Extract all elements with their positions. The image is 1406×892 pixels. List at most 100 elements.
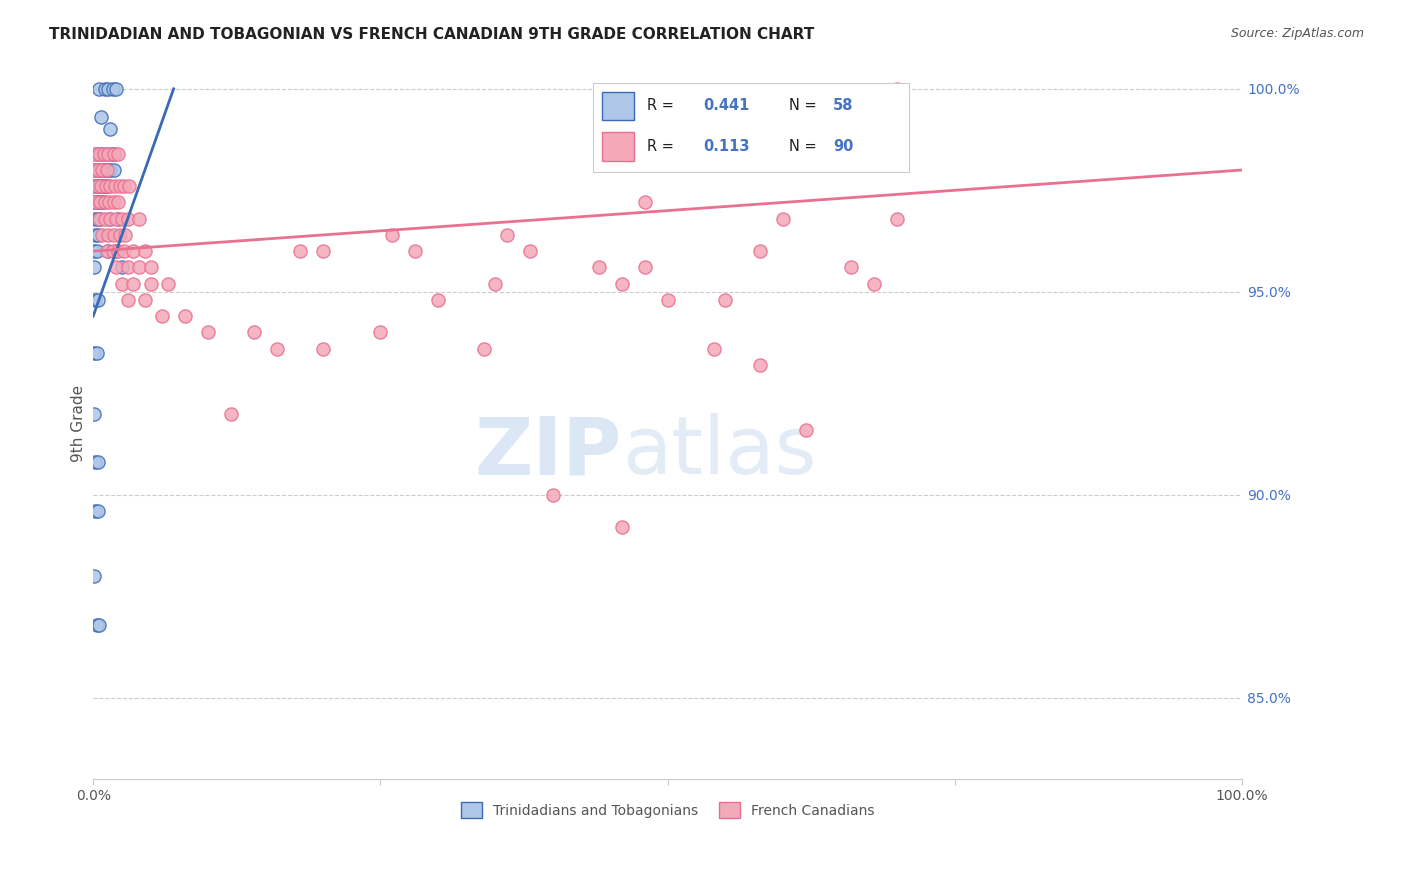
Point bbox=[886, 211, 908, 226]
Point bbox=[381, 227, 404, 242]
Point bbox=[89, 163, 111, 178]
Point bbox=[83, 244, 105, 259]
Point bbox=[122, 277, 145, 291]
Point bbox=[101, 244, 124, 259]
Point bbox=[96, 146, 118, 161]
Point bbox=[103, 146, 125, 161]
Point bbox=[83, 260, 105, 275]
Point bbox=[128, 260, 150, 275]
Point bbox=[90, 179, 112, 194]
Point bbox=[93, 163, 115, 178]
Point bbox=[101, 82, 124, 96]
Point bbox=[87, 504, 110, 518]
Point bbox=[772, 211, 794, 226]
Point bbox=[87, 195, 110, 210]
Point bbox=[312, 342, 335, 356]
Point bbox=[243, 326, 266, 340]
Text: atlas: atlas bbox=[621, 413, 815, 491]
Point bbox=[111, 260, 134, 275]
Point bbox=[519, 244, 541, 259]
Point bbox=[96, 163, 118, 178]
Point bbox=[103, 195, 125, 210]
Point bbox=[87, 163, 110, 178]
Point bbox=[118, 179, 141, 194]
Point bbox=[103, 146, 125, 161]
Point bbox=[94, 179, 117, 194]
Point bbox=[100, 146, 122, 161]
Point bbox=[87, 227, 110, 242]
Point bbox=[107, 211, 129, 226]
Point bbox=[112, 179, 135, 194]
Point bbox=[108, 227, 131, 242]
Point bbox=[748, 244, 770, 259]
Point bbox=[219, 407, 242, 421]
Point bbox=[90, 110, 112, 124]
Point bbox=[117, 260, 139, 275]
Point bbox=[96, 244, 118, 259]
Point bbox=[370, 326, 392, 340]
Point bbox=[86, 345, 108, 359]
Point bbox=[111, 277, 134, 291]
Point bbox=[83, 345, 105, 359]
Point bbox=[86, 146, 108, 161]
Point bbox=[100, 122, 122, 136]
Point bbox=[98, 195, 121, 210]
Point bbox=[93, 195, 115, 210]
Point bbox=[87, 211, 110, 226]
Point bbox=[100, 211, 122, 226]
Point bbox=[107, 244, 129, 259]
Point bbox=[94, 179, 117, 194]
Point bbox=[97, 82, 120, 96]
Point bbox=[634, 260, 657, 275]
Point bbox=[105, 82, 128, 96]
Point bbox=[863, 277, 886, 291]
Point bbox=[86, 617, 108, 632]
Point bbox=[93, 211, 115, 226]
Point bbox=[84, 195, 107, 210]
Point bbox=[472, 342, 495, 356]
Point bbox=[89, 195, 111, 210]
Point bbox=[84, 504, 107, 518]
Point bbox=[610, 520, 633, 534]
Point bbox=[87, 455, 110, 469]
Point bbox=[104, 179, 127, 194]
Point bbox=[107, 146, 129, 161]
Point bbox=[134, 293, 156, 307]
Point bbox=[111, 211, 134, 226]
Point bbox=[86, 179, 108, 194]
Point bbox=[86, 179, 108, 194]
Point bbox=[112, 244, 135, 259]
Point bbox=[83, 569, 105, 583]
Point bbox=[87, 617, 110, 632]
Point bbox=[404, 244, 426, 259]
Point bbox=[108, 179, 131, 194]
Point bbox=[97, 227, 120, 242]
Point bbox=[97, 146, 120, 161]
Point bbox=[484, 277, 506, 291]
Point bbox=[657, 293, 679, 307]
Point bbox=[841, 260, 863, 275]
Point bbox=[83, 163, 105, 178]
Point bbox=[84, 455, 107, 469]
Point bbox=[84, 293, 107, 307]
Point bbox=[588, 260, 610, 275]
Point bbox=[794, 423, 817, 437]
Point bbox=[87, 146, 110, 161]
Point bbox=[103, 163, 125, 178]
Point bbox=[122, 244, 145, 259]
Point bbox=[87, 293, 110, 307]
Point bbox=[91, 146, 114, 161]
Point bbox=[541, 488, 564, 502]
Point bbox=[748, 358, 770, 372]
Point bbox=[83, 179, 105, 194]
Point bbox=[134, 244, 156, 259]
Point bbox=[107, 195, 129, 210]
Point bbox=[117, 211, 139, 226]
Text: ZIP: ZIP bbox=[474, 413, 621, 491]
Point bbox=[84, 211, 107, 226]
Point bbox=[83, 195, 105, 210]
Point bbox=[87, 163, 110, 178]
Point bbox=[87, 82, 110, 96]
Point bbox=[100, 211, 122, 226]
Point bbox=[266, 342, 288, 356]
